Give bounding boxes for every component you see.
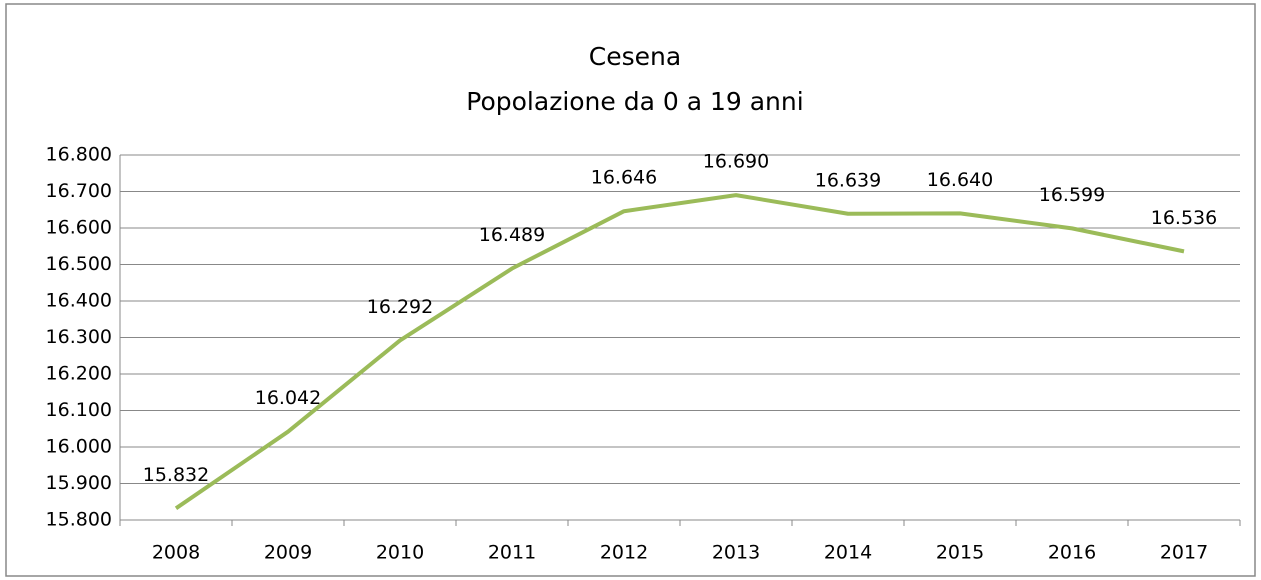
x-tick-label: 2017 bbox=[1160, 542, 1208, 564]
y-tick-label: 16.100 bbox=[46, 399, 112, 421]
y-tick-label: 16.500 bbox=[46, 253, 112, 275]
line-series bbox=[174, 193, 1185, 510]
data-label: 16.489 bbox=[479, 224, 545, 246]
chart-title: Cesena bbox=[589, 42, 681, 71]
y-tick-label: 16.700 bbox=[46, 180, 112, 202]
y-tick-label: 15.800 bbox=[46, 509, 112, 531]
x-tick-label: 2009 bbox=[264, 542, 312, 564]
x-tick-label: 2016 bbox=[1048, 542, 1096, 564]
y-tick-label: 16.200 bbox=[46, 363, 112, 385]
x-tick-label: 2010 bbox=[376, 542, 424, 564]
data-label: 16.640 bbox=[927, 169, 993, 191]
x-tick-label: 2012 bbox=[600, 542, 648, 564]
data-label: 15.832 bbox=[143, 464, 209, 486]
x-tick-label: 2008 bbox=[152, 542, 200, 564]
x-tick-label: 2013 bbox=[712, 542, 760, 564]
chart-subtitle: Popolazione da 0 a 19 anni bbox=[466, 87, 803, 116]
x-tick-label: 2014 bbox=[824, 542, 872, 564]
data-label: 16.292 bbox=[367, 296, 433, 318]
y-tick-label: 16.300 bbox=[46, 326, 112, 348]
data-label: 16.599 bbox=[1039, 184, 1105, 206]
x-tick-label: 2011 bbox=[488, 542, 536, 564]
data-label: 16.639 bbox=[815, 169, 881, 191]
y-tick-label: 16.800 bbox=[46, 144, 112, 166]
data-label: 16.690 bbox=[703, 151, 769, 173]
y-tick-label: 16.600 bbox=[46, 217, 112, 239]
y-tick-label: 16.000 bbox=[46, 436, 112, 458]
data-label: 16.646 bbox=[591, 167, 657, 189]
y-tick-label: 15.900 bbox=[46, 472, 112, 494]
data-label: 16.042 bbox=[255, 387, 321, 409]
x-tick-label: 2015 bbox=[936, 542, 984, 564]
data-label: 16.536 bbox=[1151, 207, 1217, 229]
y-tick-label: 16.400 bbox=[46, 290, 112, 312]
